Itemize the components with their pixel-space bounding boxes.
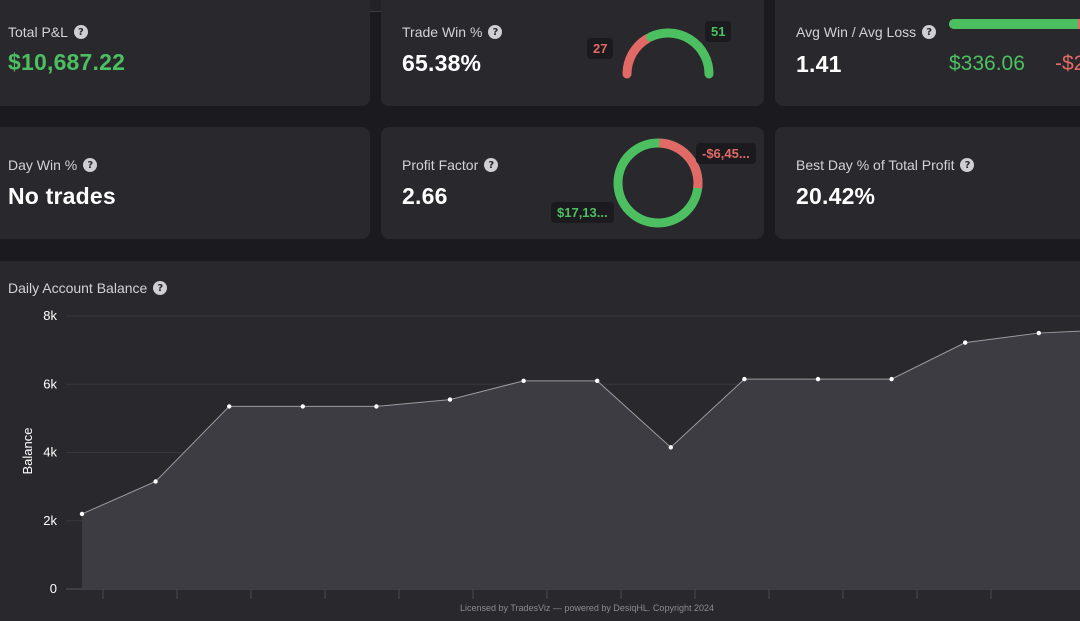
trade-win-label: Trade Win %	[402, 24, 483, 40]
profit-factor-card: Profit Factor ? 2.66 -$6,45... $17,13...	[381, 127, 764, 239]
balance-point[interactable]	[815, 376, 821, 382]
gauge-loss-arc	[622, 33, 653, 79]
best-day-card: Best Day % of Total Profit ? 20.42%	[775, 127, 1080, 239]
total-pnl-value: $10,687.22	[8, 49, 126, 75]
balance-point[interactable]	[79, 511, 85, 517]
y-tick-label: 2k	[43, 513, 57, 528]
trade-win-value: 65.38%	[402, 50, 482, 76]
balance-point[interactable]	[1036, 330, 1042, 336]
question-circle-icon[interactable]: ?	[488, 25, 503, 39]
best-day-label-row: Best Day % of Total Profit ?	[796, 157, 975, 173]
balance-point[interactable]	[521, 378, 526, 384]
balance-point[interactable]	[153, 479, 158, 484]
total-pnl-label-row: Total P&L ?	[8, 24, 88, 40]
trade-win-label-row: Trade Win % ?	[402, 24, 503, 40]
question-circle-icon[interactable]: ?	[922, 25, 937, 39]
avg-win-loss-label-row: Avg Win / Avg Loss ?	[796, 24, 937, 40]
profit-factor-profit-amount: $17,13...	[551, 202, 614, 223]
day-win-value: No trades	[8, 183, 116, 209]
avg-win-loss-value: 1.41	[796, 51, 842, 77]
avg-win-loss-bar	[949, 19, 1080, 29]
day-win-label: Day Win %	[8, 157, 78, 173]
balance-point[interactable]	[374, 404, 379, 409]
question-circle-icon[interactable]: ?	[153, 281, 168, 295]
trade-win-card: Trade Win % ? 65.38% 27 51	[381, 0, 764, 106]
balance-point[interactable]	[227, 404, 232, 409]
best-day-value: 20.42%	[796, 183, 876, 209]
best-day-label: Best Day % of Total Profit	[796, 157, 955, 173]
balance-point[interactable]	[963, 340, 968, 345]
y-tick-label: 4k	[43, 445, 57, 460]
trade-wins-count: 51	[705, 21, 732, 42]
avg-win-loss-label: Avg Win / Avg Loss	[796, 24, 917, 40]
day-win-card: Day Win % ? No trades	[0, 127, 370, 239]
profit-factor-label: Profit Factor	[402, 157, 479, 173]
profit-factor-donut	[613, 138, 703, 228]
y-tick-label: 6k	[43, 376, 57, 391]
question-circle-icon[interactable]: ?	[960, 158, 975, 172]
gauge-win-arc	[645, 28, 714, 79]
balance-point[interactable]	[595, 378, 600, 384]
balance-area-fill	[82, 331, 1080, 589]
question-circle-icon[interactable]: ?	[484, 158, 499, 172]
total-pnl-label: Total P&L	[8, 24, 68, 40]
profit-factor-value: 2.66	[402, 183, 448, 209]
profit-factor-loss-amount: -$6,45...	[696, 143, 756, 164]
avg-win-bar-fill	[949, 19, 1079, 29]
balance-point[interactable]	[447, 397, 453, 402]
balance-chart-label-row: Daily Account Balance ?	[8, 280, 168, 296]
question-circle-icon[interactable]: ?	[73, 25, 88, 39]
avg-loss-amount: -$2	[1055, 52, 1080, 75]
balance-point[interactable]	[668, 445, 673, 450]
balance-point[interactable]	[300, 404, 305, 409]
balance-point[interactable]	[889, 376, 894, 382]
total-pnl-card: Total P&L ? $10,687.22	[0, 0, 370, 106]
y-tick-label: 8k	[43, 308, 57, 323]
footer-credit: Licensed by TradesViz — powered by Desiq…	[460, 603, 714, 613]
y-axis-title: Balance	[20, 428, 35, 475]
question-circle-icon[interactable]: ?	[83, 158, 98, 172]
trade-losses-count: 27	[587, 38, 614, 59]
day-win-label-row: Day Win % ?	[8, 157, 98, 173]
trade-win-gauge	[622, 28, 714, 79]
avg-win-amount: $336.06	[949, 52, 1025, 75]
y-tick-label: 0	[50, 581, 57, 596]
balance-chart-title: Daily Account Balance	[8, 280, 148, 296]
balance-point[interactable]	[742, 376, 747, 382]
avg-win-loss-card: Avg Win / Avg Loss ? 1.41 $336.06 -$2	[775, 0, 1080, 106]
balance-chart: 0 2k 4k 6k 8k Balance	[20, 308, 1080, 599]
donut-loss-arc	[658, 138, 703, 189]
profit-factor-label-row: Profit Factor ?	[402, 157, 499, 173]
